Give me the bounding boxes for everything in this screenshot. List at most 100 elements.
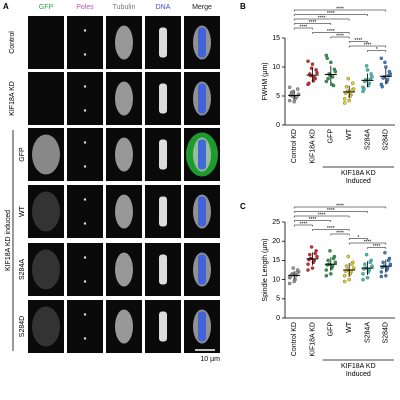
data-point <box>342 279 347 284</box>
row-label: KIF18A KD <box>9 81 16 116</box>
data-point <box>350 262 354 266</box>
row-label: S284D <box>19 316 26 337</box>
x-tick-label: Control KD <box>291 129 298 163</box>
data-point <box>383 250 387 255</box>
significance-label: **** <box>364 42 372 48</box>
data-point <box>384 65 388 69</box>
pole <box>83 280 87 283</box>
group-label: Induced <box>346 178 371 185</box>
significance-bracket <box>293 27 313 30</box>
pole <box>83 337 87 340</box>
micrograph <box>67 185 103 238</box>
group-label: KIF18A KD <box>341 363 376 370</box>
significance-label: **** <box>309 20 317 26</box>
data-point <box>361 277 365 282</box>
data-point <box>306 59 310 63</box>
data-point <box>287 98 292 103</box>
data-point <box>365 68 370 72</box>
data-point <box>331 83 336 88</box>
y-tick-label: 5 <box>276 93 280 100</box>
panel-label: C <box>240 202 246 211</box>
micrograph <box>67 243 103 296</box>
significance-label: **** <box>318 212 326 218</box>
significance-bracket <box>293 220 332 222</box>
data-point <box>292 279 296 284</box>
significance-bracket <box>312 229 350 231</box>
data-point <box>350 88 354 92</box>
panel-label: A <box>3 2 9 11</box>
data-point <box>351 81 355 85</box>
data-point <box>342 101 347 105</box>
significance-label: **** <box>336 203 344 209</box>
data-point <box>344 84 349 89</box>
y-tick-label: 5 <box>276 296 280 303</box>
significance-label: **** <box>327 226 335 232</box>
data-point <box>383 60 387 65</box>
data-point <box>324 274 329 278</box>
significance-label: **** <box>299 221 307 227</box>
data-point <box>295 270 299 275</box>
x-tick-label: WT <box>346 128 353 140</box>
column-header: Poles <box>76 4 94 11</box>
pole <box>83 53 87 56</box>
data-point <box>347 277 351 282</box>
data-point <box>326 258 330 263</box>
data-point <box>384 274 388 278</box>
data-point <box>313 76 317 81</box>
data-point <box>306 268 310 272</box>
pole <box>83 85 87 88</box>
spindle <box>115 309 133 344</box>
spindle <box>115 25 133 60</box>
significance-label: **** <box>336 6 344 12</box>
chromosomes <box>159 139 167 170</box>
chromosomes <box>159 254 167 285</box>
data-point <box>331 256 336 261</box>
significance-bracket <box>293 211 368 213</box>
spindle <box>115 194 133 229</box>
group-label: KIF18A KD <box>341 170 376 177</box>
data-point <box>379 56 384 61</box>
data-point <box>380 84 384 89</box>
significance-bracket <box>293 18 350 21</box>
data-point <box>387 69 392 74</box>
merge-dna <box>198 27 206 58</box>
data-point <box>310 62 315 66</box>
x-tick-label: GFP <box>328 322 335 337</box>
pole <box>83 256 87 259</box>
data-point <box>381 76 385 80</box>
data-point <box>365 275 370 280</box>
chromosomes <box>159 311 167 342</box>
data-point <box>324 268 329 272</box>
significance-label: **** <box>327 29 335 35</box>
x-tick-label: S284D <box>383 322 390 343</box>
x-tick-label: Control KD <box>291 322 298 356</box>
data-point <box>370 264 374 268</box>
data-point <box>379 274 384 279</box>
data-point <box>309 245 314 249</box>
data-point <box>386 258 391 263</box>
significance-bracket <box>348 242 387 245</box>
significance-bracket <box>330 233 350 236</box>
data-point <box>296 87 300 91</box>
y-tick-label: 10 <box>272 276 280 283</box>
significance-label: **** <box>327 208 335 214</box>
y-axis-label: Spindle Length (µm) <box>262 238 269 301</box>
significance-label: **** <box>327 11 335 17</box>
column-header: GFP <box>39 4 54 11</box>
significance-bracket <box>312 32 350 34</box>
data-point <box>325 56 329 61</box>
column-header: DNA <box>156 4 171 11</box>
row-label: GFP <box>19 147 26 162</box>
pole <box>83 313 87 316</box>
data-point <box>388 262 393 266</box>
data-point <box>310 266 315 270</box>
significance-label: **** <box>354 38 362 44</box>
row-label: Control <box>9 31 16 54</box>
significance-bracket <box>293 23 332 25</box>
x-tick-label: WT <box>346 321 353 333</box>
significance-label: **** <box>336 230 344 236</box>
pole <box>83 29 87 32</box>
data-point <box>324 79 329 84</box>
x-tick-label: KIF18A KD <box>309 322 316 357</box>
y-axis-label: FWHM (µm) <box>262 62 269 100</box>
